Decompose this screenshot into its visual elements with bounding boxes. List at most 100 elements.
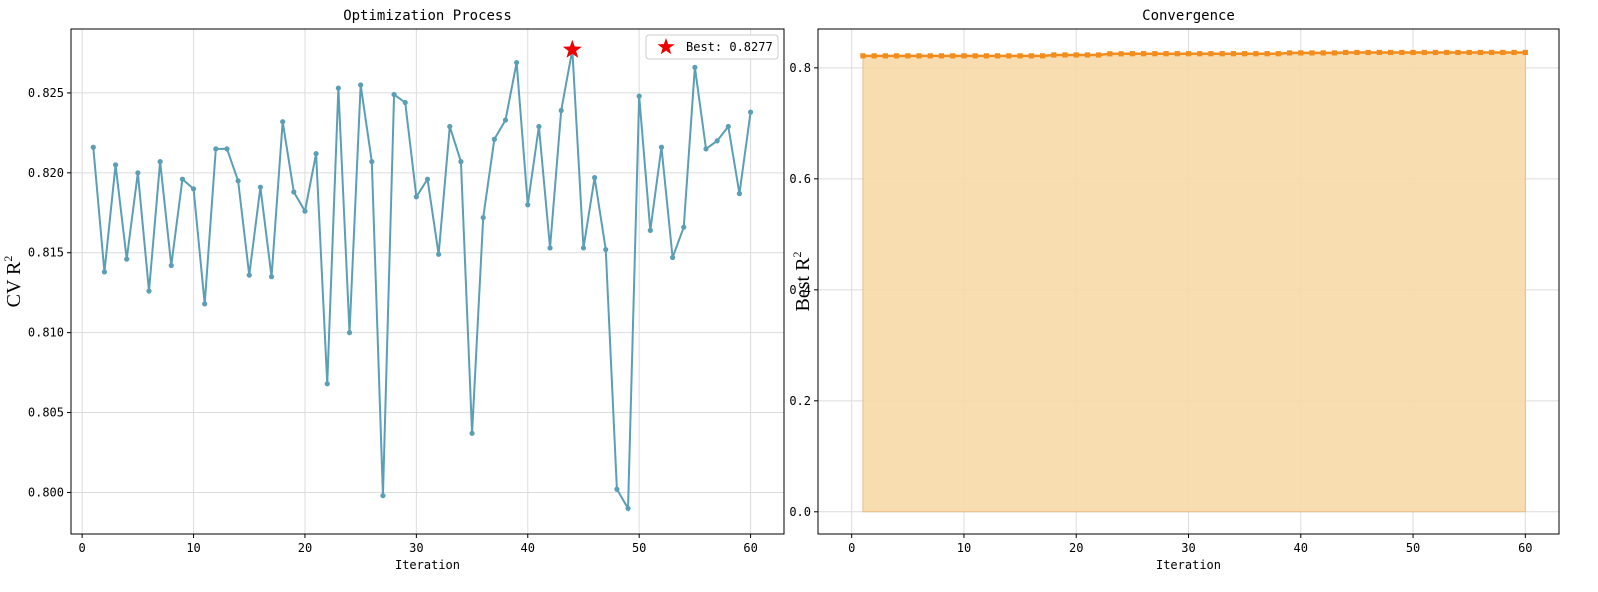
y-axis-label-superscript: 2 xyxy=(790,252,804,258)
x-tick-label: 50 xyxy=(632,541,646,555)
data-point xyxy=(112,162,119,168)
data-point xyxy=(1286,50,1293,56)
y-axis-label-main: CV R xyxy=(3,261,25,307)
data-point xyxy=(335,85,341,91)
data-point xyxy=(257,184,263,190)
data-point xyxy=(424,176,431,182)
data-point xyxy=(860,53,866,59)
chart-panel-1: Best: 0.8277 0 10 20 30 40 50 60 0.800 0.805 0.810… xyxy=(1,8,785,572)
data-point xyxy=(1129,51,1135,57)
gridlines xyxy=(71,29,784,534)
data-point xyxy=(213,146,219,152)
y-tick-label: 0.820 xyxy=(28,166,64,180)
data-point xyxy=(380,493,386,499)
data-point xyxy=(447,123,453,130)
chart-title: Convergence xyxy=(1142,8,1235,24)
series-markers xyxy=(90,47,754,512)
data-point xyxy=(1197,51,1203,57)
data-point xyxy=(1107,51,1113,57)
data-point xyxy=(916,53,922,59)
x-tick-label: 30 xyxy=(409,541,423,555)
data-point xyxy=(536,123,542,130)
data-point xyxy=(1230,51,1237,57)
series-markers xyxy=(860,49,1528,59)
data-point xyxy=(1208,51,1214,57)
legend: Best: 0.8277 xyxy=(645,34,779,60)
data-point xyxy=(972,53,978,59)
data-point xyxy=(1163,51,1169,57)
data-point xyxy=(1511,49,1517,56)
data-point xyxy=(514,59,520,66)
data-point xyxy=(681,224,687,230)
data-point xyxy=(547,245,553,251)
x-tick-label: 10 xyxy=(186,541,200,555)
y-tick-label: 0.825 xyxy=(28,86,64,100)
data-point xyxy=(1331,50,1338,56)
data-point xyxy=(491,136,497,142)
data-point xyxy=(714,138,720,144)
data-point xyxy=(1084,52,1091,58)
data-point xyxy=(692,64,698,70)
data-point xyxy=(961,53,967,59)
y-tick-label: 0.6 xyxy=(789,172,811,186)
x-tick-label: 60 xyxy=(743,541,757,555)
data-point xyxy=(558,107,564,114)
data-point xyxy=(1073,52,1079,58)
y-axis-label-superscript: 2 xyxy=(1,256,15,262)
y-axis-label-main: Best R xyxy=(792,257,814,312)
data-point xyxy=(736,191,743,197)
legend-box xyxy=(645,34,779,60)
data-point xyxy=(224,146,230,152)
data-point xyxy=(658,144,665,150)
data-point xyxy=(669,254,676,261)
y-tick-label: 0.800 xyxy=(28,485,64,499)
data-point xyxy=(580,245,587,251)
data-point xyxy=(291,189,297,195)
axes-frame xyxy=(70,28,785,535)
data-point xyxy=(502,117,509,123)
data-point xyxy=(1096,52,1102,58)
data-point xyxy=(157,159,163,165)
data-point xyxy=(1477,49,1484,56)
data-point xyxy=(1051,52,1057,58)
data-point xyxy=(90,144,96,150)
data-point xyxy=(1522,49,1528,56)
x-axis: 0 10 20 30 40 50 60 xyxy=(848,534,1533,555)
data-point xyxy=(1028,53,1034,59)
data-point xyxy=(1466,49,1472,56)
data-point xyxy=(995,53,1001,59)
x-tick-label: 20 xyxy=(298,541,312,555)
data-point xyxy=(413,194,419,200)
y-tick-label: 0.815 xyxy=(28,246,64,260)
x-tick-label: 50 xyxy=(1406,541,1420,555)
data-point xyxy=(480,214,486,221)
data-point xyxy=(1219,51,1225,57)
data-point xyxy=(592,175,598,181)
data-point xyxy=(1185,51,1192,57)
data-point xyxy=(469,430,475,436)
data-point xyxy=(636,93,642,99)
data-point xyxy=(647,227,653,233)
data-point xyxy=(1118,51,1124,57)
data-point xyxy=(1140,51,1147,57)
x-tick-label: 0 xyxy=(79,541,86,555)
data-point xyxy=(246,272,252,278)
data-point xyxy=(983,53,990,59)
data-point xyxy=(369,159,375,165)
data-point xyxy=(391,91,397,98)
data-point xyxy=(950,53,956,59)
x-tick-label: 20 xyxy=(1069,541,1083,555)
data-point xyxy=(124,256,130,262)
y-axis: 0.800 0.805 0.810 0.815 0.820 0.825 xyxy=(28,86,71,499)
data-point xyxy=(324,381,330,387)
x-axis: 0 10 20 30 40 50 60 xyxy=(79,534,758,555)
data-point xyxy=(458,159,464,165)
data-point xyxy=(268,274,275,280)
x-tick-label: 40 xyxy=(1294,541,1308,555)
x-axis-label: Iteration xyxy=(1156,558,1221,572)
data-point xyxy=(1410,49,1416,56)
data-point xyxy=(146,288,152,294)
series-line xyxy=(92,49,752,512)
x-tick-label: 0 xyxy=(848,541,855,555)
y-tick-label: 0.805 xyxy=(28,406,64,420)
